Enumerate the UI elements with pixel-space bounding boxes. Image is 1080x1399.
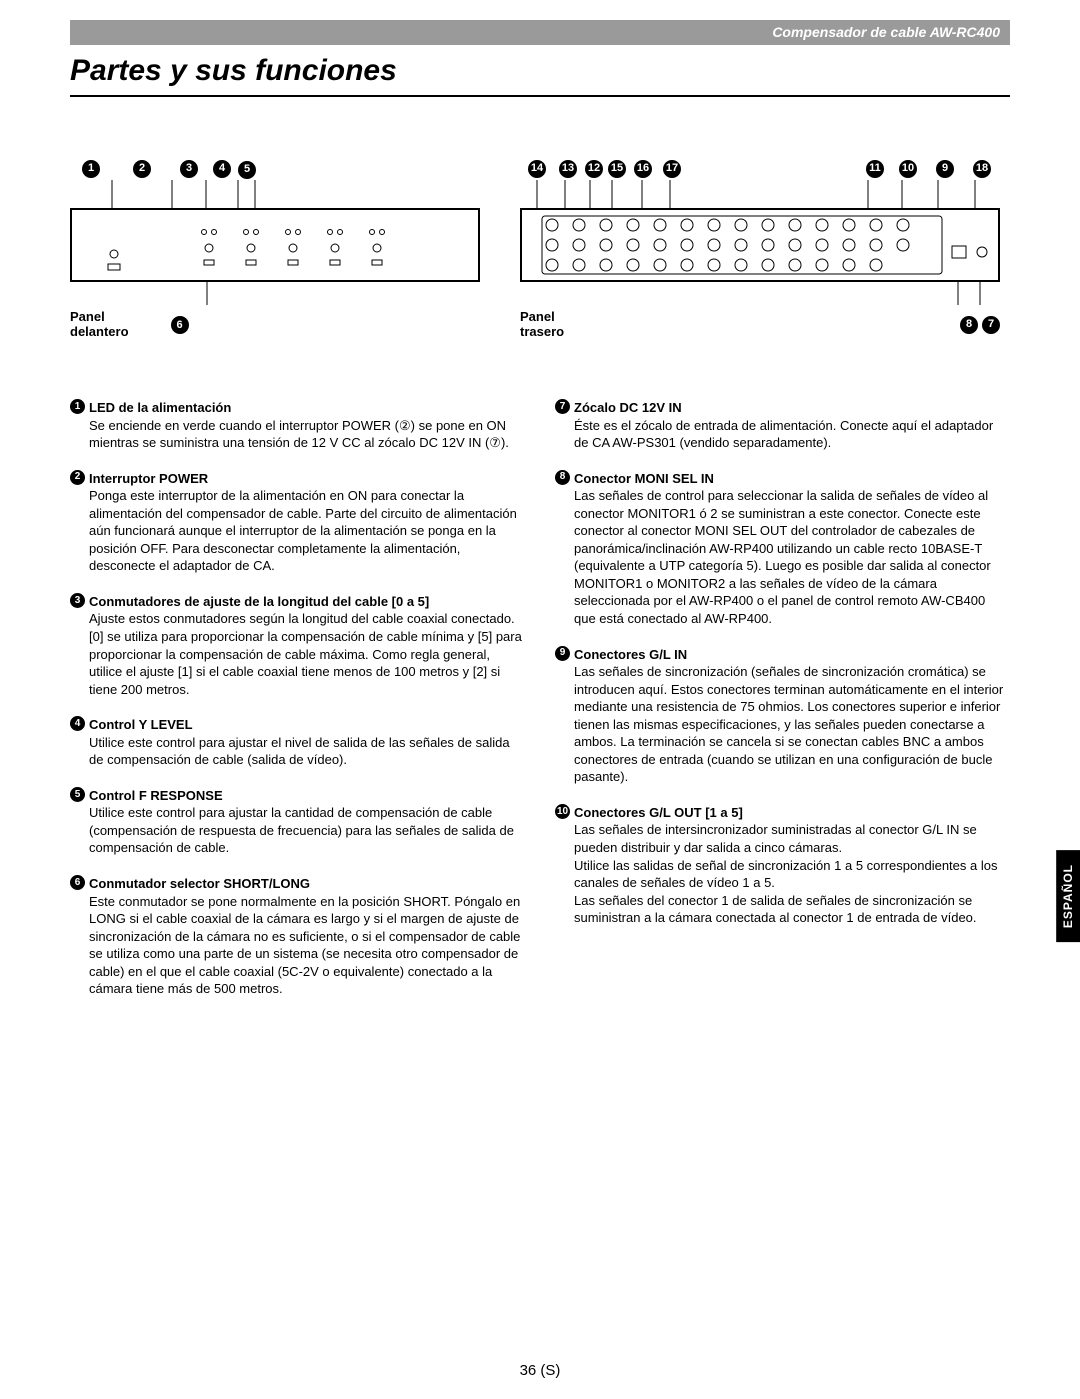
callout-badge: 9 — [555, 646, 570, 661]
left-column: 1 LED de la alimentaciónSe enciende en ve… — [70, 399, 525, 1016]
callout-badge: 6 — [70, 875, 85, 890]
right-column: 7 Zócalo DC 12V INÉste es el zócalo de en… — [555, 399, 1010, 1016]
diagram-row: 1 2 3 4 5 — [70, 157, 1010, 339]
item-body: Utilice este control para ajustar la can… — [89, 804, 525, 857]
front-bottom-callout: 6 — [171, 316, 189, 334]
item-heading: Interruptor POWER — [89, 470, 525, 488]
rear-panel-label: Panel trasero — [520, 310, 564, 339]
description-item: 10 Conectores G/L OUT [1 a 5]Las señales … — [555, 804, 1010, 927]
item-heading: Control Y LEVEL — [89, 716, 525, 734]
description-item: 1 LED de la alimentaciónSe enciende en ve… — [70, 399, 525, 452]
callout-badge: 3 — [70, 593, 85, 608]
description-item: 7 Zócalo DC 12V INÉste es el zócalo de en… — [555, 399, 1010, 452]
item-body: Se enciende en verde cuando el interrupt… — [89, 417, 525, 452]
callout-badge: 5 — [70, 787, 85, 802]
callout-badge: 4 — [70, 716, 85, 731]
description-item: 2 Interruptor POWERPonga este interruptor… — [70, 470, 525, 575]
item-body: Utilice este control para ajustar el niv… — [89, 734, 525, 769]
item-heading: Conectores G/L OUT [1 a 5] — [574, 804, 1010, 822]
callout-badge: 2 — [70, 470, 85, 485]
item-heading: Conmutador selector SHORT/LONG — [89, 875, 525, 893]
description-item: 3 Conmutadores de ajuste de la longitud d… — [70, 593, 525, 698]
page-number: 36 (S) — [0, 1361, 1080, 1381]
item-body: Ajuste estos conmutadores según la longi… — [89, 610, 525, 698]
language-tab: ESPAÑOL — [1056, 850, 1080, 942]
callout-badge: 1 — [70, 399, 85, 414]
item-heading: Conector MONI SEL IN — [574, 470, 1010, 488]
description-item: 5 Control F RESPONSEUtilice este control … — [70, 787, 525, 857]
item-heading: LED de la alimentación — [89, 399, 525, 417]
description-item: 6 Conmutador selector SHORT/LONGEste conm… — [70, 875, 525, 998]
item-body: Este conmutador se pone normalmente en l… — [89, 893, 525, 998]
description-item: 9 Conectores G/L INLas señales de sincron… — [555, 646, 1010, 786]
rear-panel-diagram — [520, 208, 1000, 282]
header-bar: Compensador de cable AW-RC400 — [70, 20, 1010, 45]
item-heading: Control F RESPONSE — [89, 787, 525, 805]
item-heading: Zócalo DC 12V IN — [574, 399, 1010, 417]
front-panel-diagram — [70, 208, 480, 282]
rear-bottom-callout-7: 7 — [982, 316, 1000, 334]
rear-bottom-callout-8: 8 — [960, 316, 978, 334]
callout-badge: 8 — [555, 470, 570, 485]
item-heading: Conectores G/L IN — [574, 646, 1010, 664]
callout-badge: 7 — [555, 399, 570, 414]
description-item: 4 Control Y LEVELUtilice este control par… — [70, 716, 525, 769]
front-panel-label: Panel delantero — [70, 310, 129, 339]
item-body: Éste es el zócalo de entrada de alimenta… — [574, 417, 1010, 452]
description-item: 8 Conector MONI SEL INLas señales de cont… — [555, 470, 1010, 628]
item-body: Las señales de sincronización (señales d… — [574, 663, 1010, 786]
item-heading: Conmutadores de ajuste de la longitud de… — [89, 593, 525, 611]
front-top-callouts: 1 2 3 4 5 — [70, 157, 480, 180]
item-body: Las señales de control para seleccionar … — [574, 487, 1010, 627]
item-body: Ponga este interruptor de la alimentació… — [89, 487, 525, 575]
callout-badge: 10 — [555, 804, 570, 819]
rear-top-callouts: 14 13 12 15 16 17 11 10 9 18 — [520, 157, 1000, 180]
item-body: Las señales de intersincronizador sumini… — [574, 821, 1010, 926]
page-title: Partes y sus funciones — [70, 51, 1010, 98]
